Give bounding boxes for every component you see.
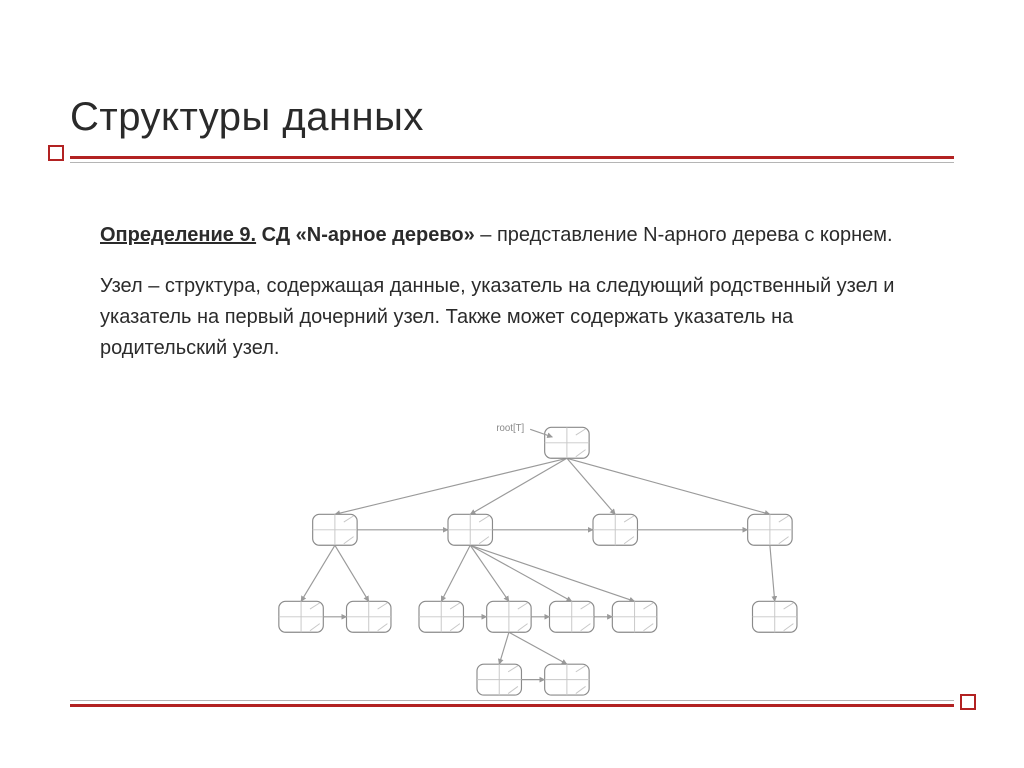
root-label: root[T] bbox=[496, 423, 524, 434]
rule-bottom-accent bbox=[70, 704, 954, 707]
slide: Структуры данных Определение 9. СД «N-ар… bbox=[0, 0, 1024, 768]
tree-nodes bbox=[279, 427, 797, 695]
definition-text2: Узел – структура, содержащая данные, ука… bbox=[100, 271, 900, 364]
rule-top-light bbox=[70, 162, 954, 163]
parent-child-edges bbox=[301, 458, 775, 664]
rule-top-accent bbox=[70, 156, 954, 159]
rule-bottom-light bbox=[70, 700, 954, 701]
page-title: Структуры данных bbox=[70, 95, 424, 140]
tree-diagram: root[T] bbox=[215, 408, 855, 698]
corner-square-bottom bbox=[960, 694, 976, 710]
definition-line-1: Определение 9. СД «N-арное дерево» – пре… bbox=[100, 220, 900, 251]
definition-block: Определение 9. СД «N-арное дерево» – пре… bbox=[100, 200, 900, 384]
definition-term: СД «N-арное дерево» bbox=[262, 224, 475, 246]
definition-label: Определение 9. bbox=[100, 224, 256, 246]
definition-text1: – представление N-арного дерева с корнем… bbox=[480, 224, 892, 246]
corner-square-top bbox=[48, 145, 64, 161]
